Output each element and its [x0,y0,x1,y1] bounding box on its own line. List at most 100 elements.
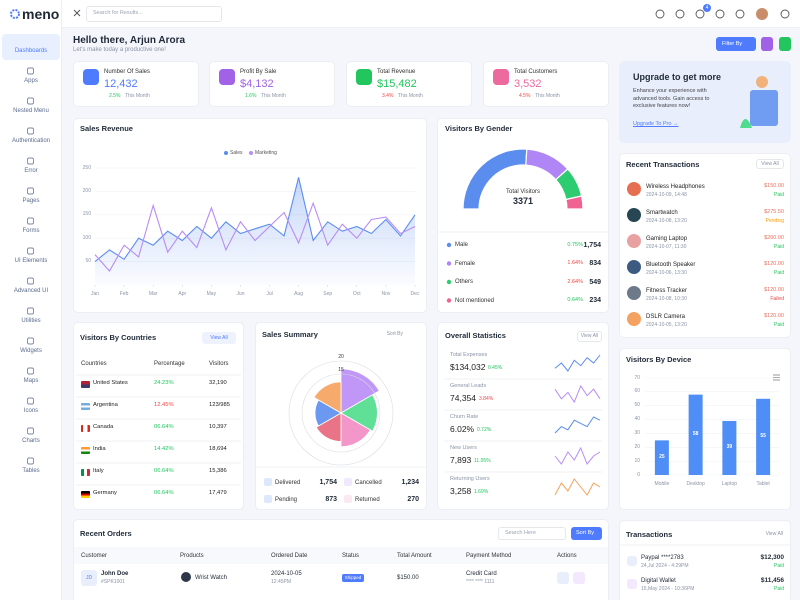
transaction-date: 24,Jul 2024 - 4:29PM [641,563,689,569]
action-view[interactable] [557,572,569,584]
card-title: Transactions [626,530,673,539]
card-title: Sales Summary [262,330,318,339]
summary-label: Cancelled [355,479,382,486]
sort-button[interactable] [571,527,602,540]
nav-item[interactable]: Pages [22,198,40,204]
action-button[interactable] [761,37,773,51]
nav-item[interactable]: Error [24,168,38,174]
view-all[interactable]: View All [765,531,783,537]
stat-value: 6.02% [450,424,475,434]
sort-by[interactable]: Sort By [386,331,403,337]
percentage: 06.64% [154,424,174,430]
nav-item[interactable]: Widgets [20,348,42,354]
percentage: 14.42% [154,446,174,452]
product-image [627,312,641,326]
search-box[interactable] [86,6,222,22]
x-tick-label: Mar [148,291,158,297]
legend-change: 2.64% [567,278,583,285]
donut-label: Total Visitors [506,189,540,195]
summary-value: 873 [325,495,337,503]
transaction-name: Digital Wallet [641,578,676,584]
action-button[interactable] [779,37,791,51]
legend-label: Others [455,279,474,285]
summary-label: Returned [355,496,380,503]
amount: $150.00 [397,574,419,581]
filter-button[interactable] [716,37,756,51]
stat-change: 11.05% [474,457,491,464]
nav-icon [27,247,34,255]
nav-item[interactable]: Icons [23,408,39,414]
flag [81,468,90,476]
y-tick-label: 0 [637,471,640,478]
topbar-icon [735,9,745,19]
nav-item[interactable]: Nested Menu [13,108,49,114]
product-image [627,182,641,196]
nav-item[interactable]: Charts [22,438,40,444]
stat-period: This Month [398,93,423,99]
percentage: 06.64% [154,490,174,496]
view-all-button[interactable] [577,331,602,342]
y-tick-label: 50 [85,258,91,265]
y-tick-label: 100 [82,234,91,241]
bar-label: 39 [726,444,733,451]
nav-item[interactable]: Maps [23,378,39,384]
legend-dot [446,261,452,266]
sparkline [554,384,601,404]
nav-item[interactable]: Tables [22,468,40,474]
view-all[interactable]: View All [761,160,779,167]
summary-label: Pending [275,496,298,503]
stat-change: 3.84% [479,395,494,402]
greeting: Hello there, Arjun Arora [73,35,186,46]
badge-count: 4 [705,4,709,11]
nav-item[interactable]: Utilities [21,318,41,324]
nav-item[interactable]: Dashboards [14,48,48,54]
bar [654,440,669,475]
upgrade-link[interactable]: Upgrade To Pro → [633,121,679,127]
nav-item[interactable]: Forms [22,228,40,234]
line [94,201,416,272]
flag [81,424,90,432]
stat-value: $134,032 [450,362,486,372]
country: Italy [93,468,104,474]
product: Wrist Watch [195,574,228,581]
amount: $120.00 [764,313,784,319]
x-tick-label: Nov [381,291,391,297]
avatar [756,8,768,20]
view-all[interactable]: View All [580,333,599,339]
legend-value: 234 [589,297,601,304]
legend-label: Marketing [255,149,277,156]
polar-sector [340,412,371,448]
x-tick-label: Jun [236,291,245,297]
y-tick-label: 150 [82,211,91,218]
view-all[interactable]: View All [210,334,228,341]
polar-grid [288,360,394,466]
badge [703,4,711,12]
product-icon [181,572,191,582]
card-title: Sales Revenue [80,124,133,133]
column-header: Visitors [209,361,229,367]
nav-item[interactable]: Apps [24,78,38,84]
action-edit[interactable] [573,572,585,584]
product-name: Fitness Tracker [646,288,688,294]
visitors: 123/985 [209,402,230,408]
stat-value: 7,893 [450,455,472,465]
x-tick-label: Mobile [654,481,670,487]
search-box[interactable] [498,527,566,540]
flag [81,446,90,454]
nav-icon [27,307,34,315]
status: Paid [773,563,784,569]
y-tick-label: 10 [634,457,640,464]
view-all-button[interactable] [756,159,784,169]
nav-item[interactable]: Advanced UI [13,288,49,294]
avatar [81,570,97,586]
topbar-icon [715,9,725,19]
view-all-button[interactable] [202,332,236,344]
nav-item[interactable]: Authentication [11,138,51,144]
stat-icon [83,69,99,85]
sort-label[interactable]: Sort By [576,530,595,536]
nav-item[interactable]: UI Elements [14,258,48,264]
x-tick-label: Jul [266,291,273,297]
bar-label: 58 [692,431,699,438]
country: Argentina [93,402,118,408]
nav-icon [27,427,34,435]
